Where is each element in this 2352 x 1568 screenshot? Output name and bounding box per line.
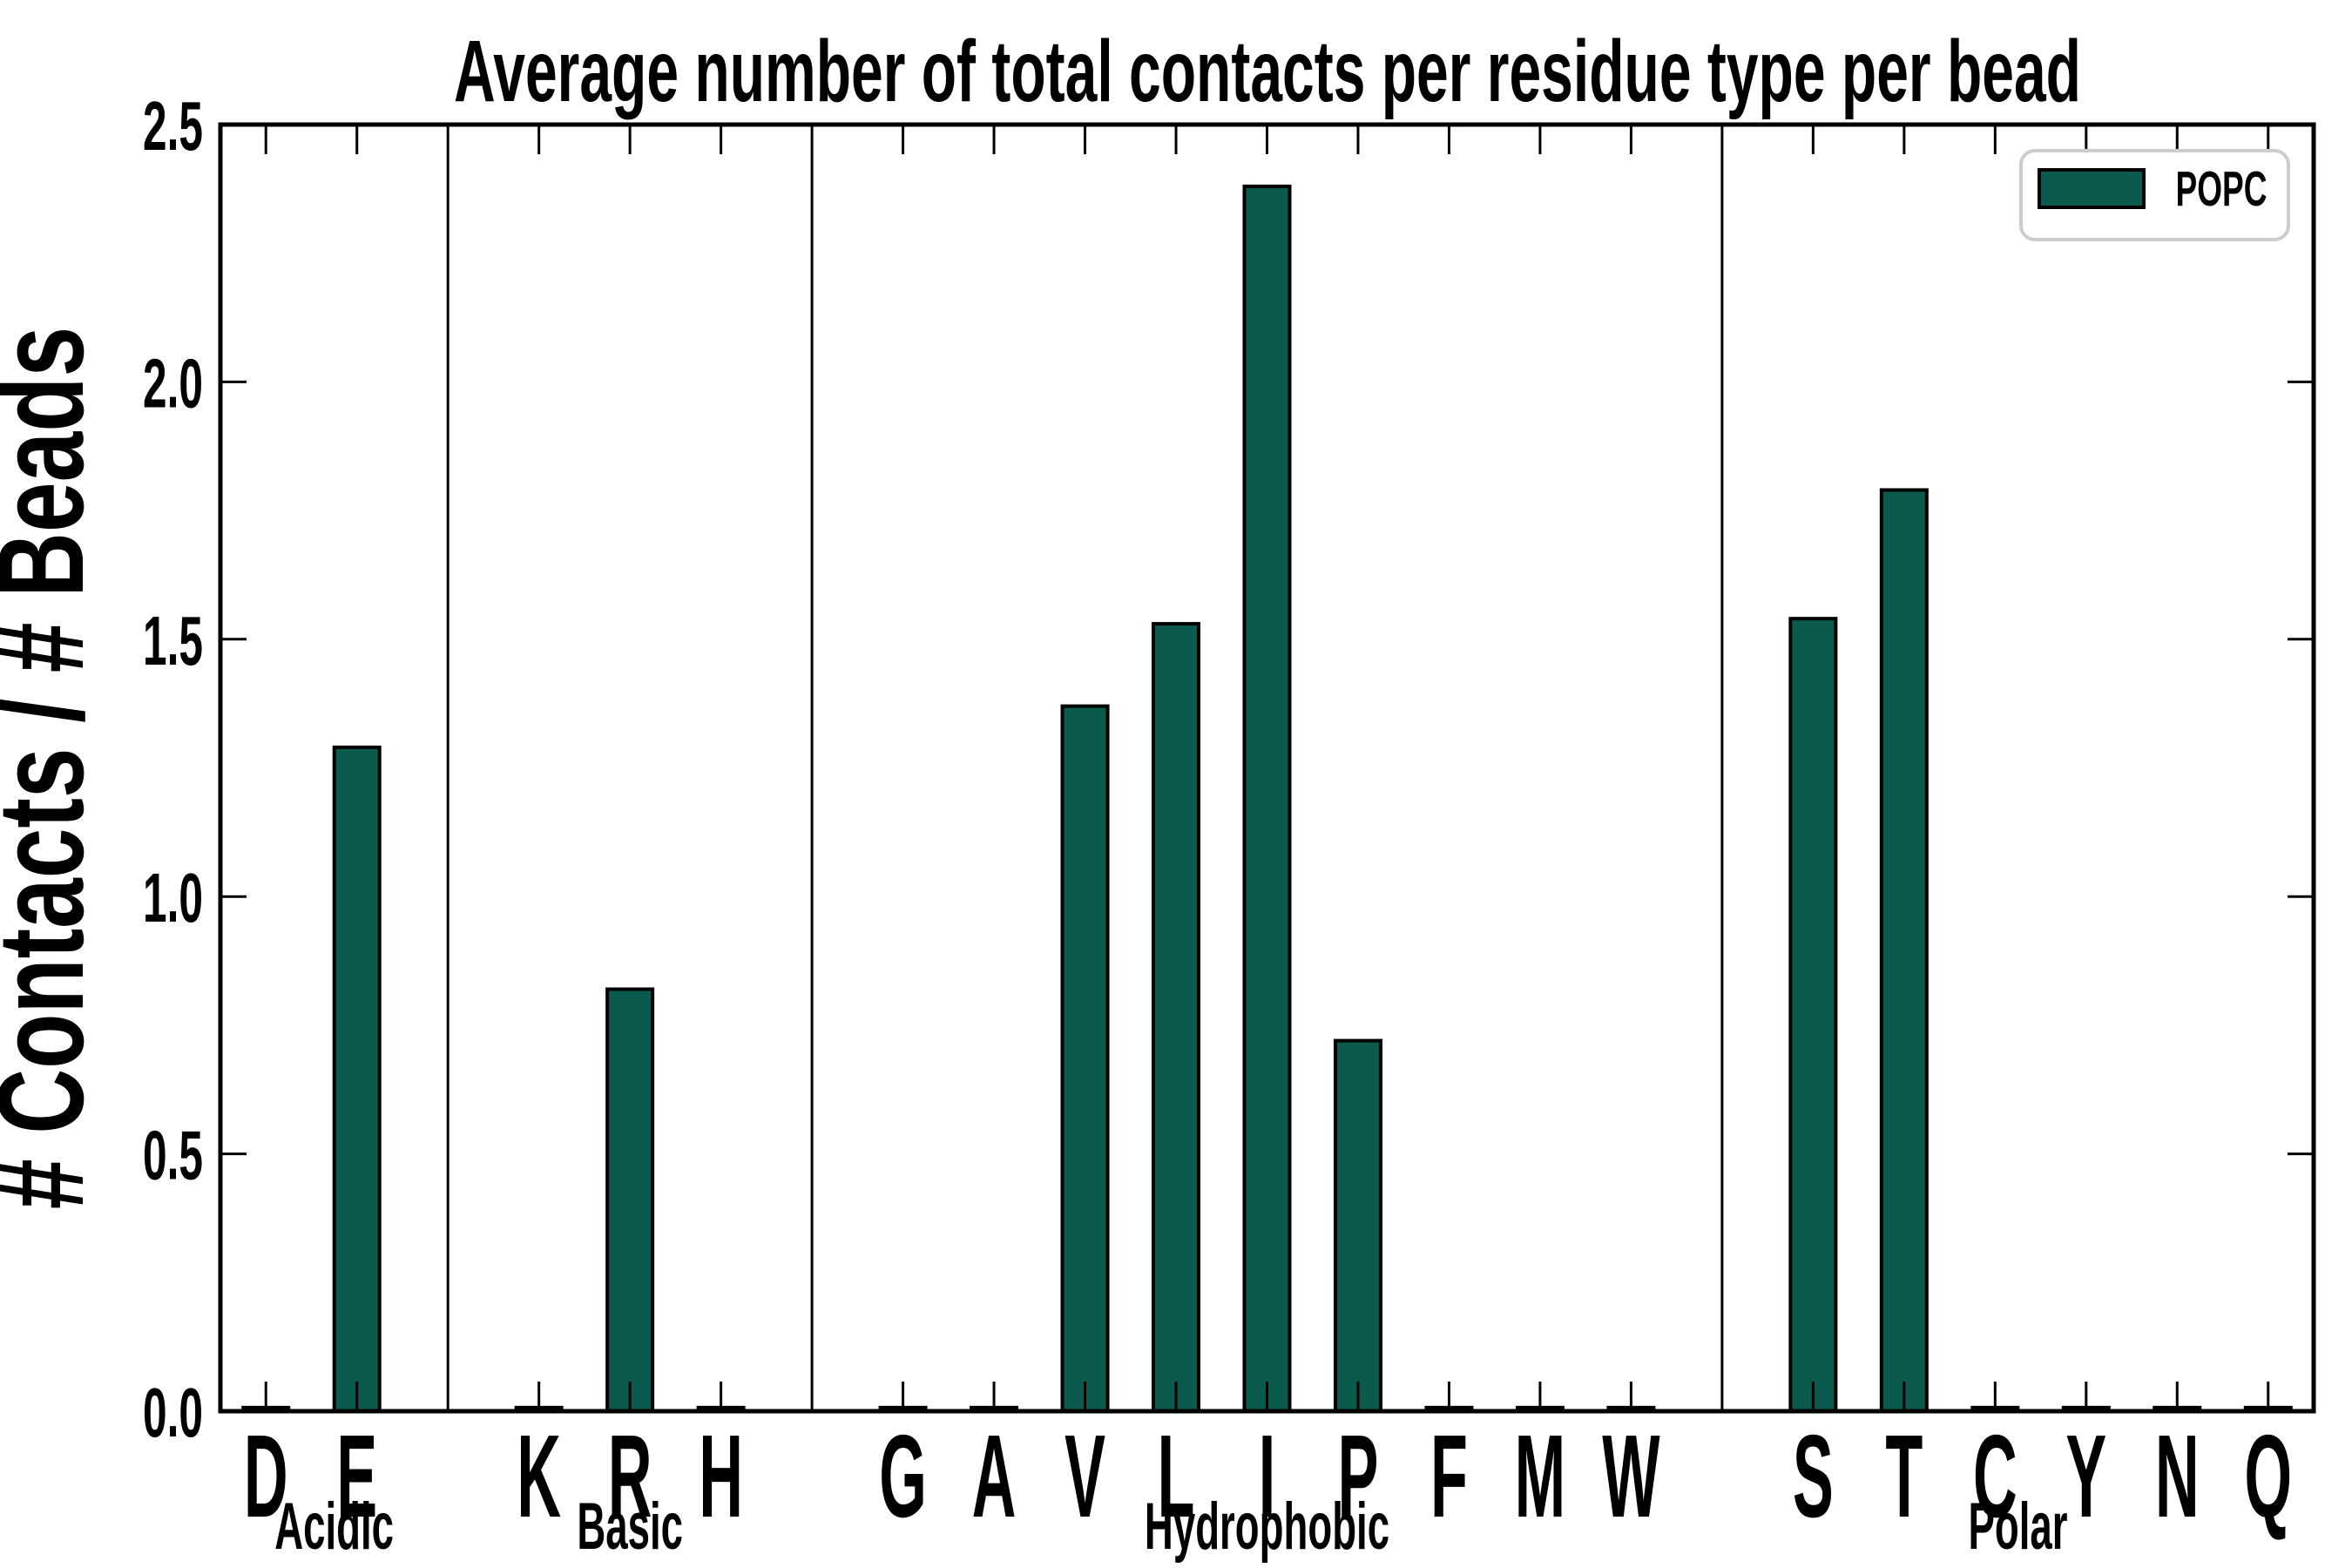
x-category-label-H: H xyxy=(699,1410,743,1542)
legend-swatch-popc xyxy=(2038,168,2146,209)
chart-title: Average number of total contacts per res… xyxy=(454,22,2081,119)
x-category-label-L: L xyxy=(1158,1410,1195,1542)
x-category-label-T: T xyxy=(1885,1410,1923,1542)
bar-S xyxy=(1788,617,1838,1413)
plot-frame xyxy=(218,122,2316,1414)
group-label-polar: Polar xyxy=(1968,1490,2067,1564)
group-label-hydrophobic: Hydrophobic xyxy=(1145,1490,1389,1564)
y-tick-label-1.0: 1.0 xyxy=(143,860,203,937)
bar-L xyxy=(1152,622,1201,1413)
x-category-label-C: C xyxy=(1973,1410,2017,1542)
bar-V xyxy=(1060,704,1110,1413)
x-category-label-V: V xyxy=(1064,1410,1105,1542)
x-category-label-F: F xyxy=(1430,1410,1468,1542)
y-axis-label: # Contacts / # Beads xyxy=(0,327,110,1209)
x-category-label-D: D xyxy=(244,1410,288,1542)
bar-I xyxy=(1242,184,1292,1413)
x-category-label-S: S xyxy=(1793,1410,1834,1542)
y-tick-label-1.5: 1.5 xyxy=(143,603,203,680)
bar-E xyxy=(332,745,382,1413)
x-category-label-N: N xyxy=(2155,1410,2200,1542)
bar-P xyxy=(1333,1038,1382,1414)
x-category-label-R: R xyxy=(608,1410,652,1542)
x-category-label-E: E xyxy=(336,1410,377,1542)
x-category-label-A: A xyxy=(972,1410,1017,1542)
x-category-label-P: P xyxy=(1338,1410,1379,1542)
y-tick-label-2.0: 2.0 xyxy=(143,345,203,422)
bar-T xyxy=(1879,488,1929,1413)
x-category-label-I: I xyxy=(1259,1410,1276,1542)
x-category-label-G: G xyxy=(879,1410,927,1542)
group-label-acidic: Acidic xyxy=(274,1490,394,1564)
x-category-label-Q: Q xyxy=(2244,1410,2292,1542)
legend-label-popc: POPC xyxy=(2176,161,2268,217)
y-tick-label-0.5: 0.5 xyxy=(143,1118,203,1195)
bar-R xyxy=(605,987,655,1413)
x-category-label-Y: Y xyxy=(2065,1410,2106,1542)
x-category-label-M: M xyxy=(1515,1410,1565,1542)
x-category-label-W: W xyxy=(1602,1410,1660,1542)
y-tick-label-2.5: 2.5 xyxy=(143,88,203,166)
group-label-basic: Basic xyxy=(577,1490,683,1564)
x-category-label-K: K xyxy=(517,1410,561,1542)
y-tick-label-0.0: 0.0 xyxy=(143,1375,203,1452)
